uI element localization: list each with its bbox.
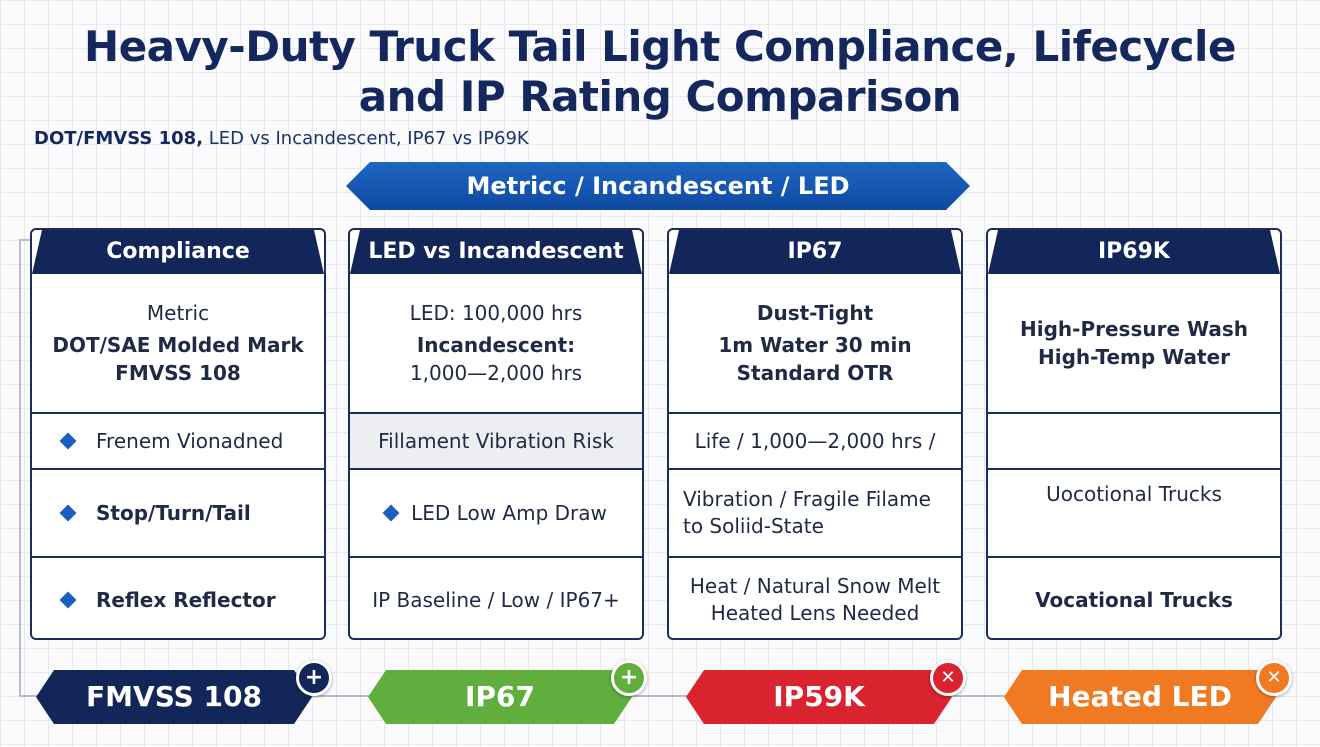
compliance-summary-line2: DOT/SAE Molded Mark	[52, 333, 304, 357]
pill-heated-led[interactable]: Heated LED	[1004, 670, 1276, 724]
ip69k-summary-line1: High-Pressure Wash	[1020, 317, 1248, 341]
ip67-row-4-line2: Heated Lens Needed	[710, 601, 920, 625]
led-summary-line1: LED: 100,000 hrs	[409, 301, 583, 325]
led-row-4: IP Baseline / Low / IP67+	[350, 556, 642, 638]
ip69k-summary: High-Pressure Wash High-Temp Water	[988, 274, 1280, 412]
pill-ip59k[interactable]: IP59K	[686, 670, 952, 724]
page-subtitle: DOT/FMVSS 108, LED vs Incandescent, IP67…	[34, 128, 529, 149]
led-row-3-text: LED Low Amp Draw	[411, 501, 607, 525]
ip67-summary: Dust-Tight 1m Water 30 min Standard OTR	[669, 274, 961, 412]
ip69k-row-4: Vocational Trucks	[988, 556, 1280, 638]
ip67-summary-line2: 1m Water 30 min	[718, 333, 912, 357]
ip67-summary-line3: Standard OTR	[736, 361, 894, 385]
ip67-row-4-line1: Heat / Natural Snow Melt	[689, 574, 941, 598]
led-summary-line3: 1,000—2,000 hrs	[409, 361, 583, 385]
pill-fmvss-108[interactable]: FMVSS 108	[36, 670, 312, 724]
ip69k-summary-line2: High-Temp Water	[1037, 345, 1230, 369]
ip69k-row-4-text: Vocational Trucks	[1035, 588, 1233, 612]
subtitle-comparisons: LED vs Incandescent, IP67 vs IP69K	[203, 128, 529, 149]
column-ip67: IP67 Dust-Tight 1m Water 30 min Standard…	[667, 228, 963, 640]
ip69k-row-2	[988, 412, 1280, 468]
column-header-ip69k: IP69K	[988, 230, 1280, 274]
page-title: Heavy-Duty Truck Tail Light Compliance, …	[0, 22, 1320, 122]
compliance-summary-line1: Metric	[146, 301, 210, 325]
led-summary-line2: Incandescent:	[416, 333, 576, 357]
page-title-line2: and IP Rating Comparison	[358, 72, 962, 121]
close-icon[interactable]: ✕	[930, 660, 966, 696]
column-header-compliance: Compliance	[32, 230, 324, 274]
compliance-row-3: Stop/Turn/Tail	[32, 468, 324, 556]
column-led-vs-incandescent: LED vs Incandescent LED: 100,000 hrs Inc…	[348, 228, 644, 640]
ip67-row-3-line1: Vibration / Fragile Filame	[683, 487, 931, 511]
ip67-row-2-text: Life / 1,000—2,000 hrs /	[694, 429, 936, 453]
pill-ip67[interactable]: IP67	[368, 670, 632, 724]
section-banner: Metricc / Incandescent / LED	[346, 162, 970, 210]
diamond-bullet-icon	[59, 432, 77, 450]
ip67-row-4: Heat / Natural Snow Melt Heated Lens Nee…	[669, 556, 961, 638]
led-summary: LED: 100,000 hrs Incandescent: 1,000—2,0…	[350, 274, 642, 412]
led-row-2-text: Fillament Vibration Risk	[378, 429, 614, 453]
ip67-row-2: Life / 1,000—2,000 hrs /	[669, 412, 961, 468]
compliance-summary-line3: FMVSS 108	[115, 361, 241, 385]
compliance-row-4-text: Reflex Reflector	[96, 588, 276, 612]
page-title-line1: Heavy-Duty Truck Tail Light Compliance, …	[84, 22, 1236, 71]
led-row-4-text: IP Baseline / Low / IP67+	[372, 588, 620, 612]
ip67-summary-line1: Dust-Tight	[756, 301, 874, 325]
compliance-row-3-text: Stop/Turn/Tail	[96, 501, 251, 525]
plus-icon[interactable]: +	[611, 660, 647, 696]
compliance-row-2: Frenem Vionadned	[32, 412, 324, 468]
diamond-bullet-icon	[59, 591, 77, 609]
subtitle-standard: DOT/FMVSS 108,	[34, 128, 204, 149]
compliance-row-2-text: Frenem Vionadned	[96, 429, 284, 453]
diamond-bullet-icon	[382, 504, 400, 522]
compliance-row-4: Reflex Reflector	[32, 556, 324, 638]
column-header-ip67: IP67	[669, 230, 961, 274]
ip67-row-3: Vibration / Fragile Filame to Soliid-Sta…	[669, 468, 961, 556]
ip69k-row-3: Uocotional Trucks	[988, 468, 1280, 556]
diamond-bullet-icon	[59, 504, 77, 522]
ip69k-row-3-text: Uocotional Trucks	[1046, 482, 1222, 506]
led-row-3: LED Low Amp Draw	[350, 468, 642, 556]
column-ip69k: IP69K High-Pressure Wash High-Temp Water…	[986, 228, 1282, 640]
close-icon[interactable]: ✕	[1256, 660, 1292, 696]
ip67-row-3-line2: to Soliid-State	[683, 514, 824, 538]
compliance-summary: Metric DOT/SAE Molded Mark FMVSS 108	[32, 274, 324, 412]
column-compliance: Compliance Metric DOT/SAE Molded Mark FM…	[30, 228, 326, 640]
plus-icon[interactable]: +	[296, 660, 332, 696]
led-row-2: Fillament Vibration Risk	[350, 412, 642, 468]
column-header-led-vs-incandescent: LED vs Incandescent	[350, 230, 642, 274]
